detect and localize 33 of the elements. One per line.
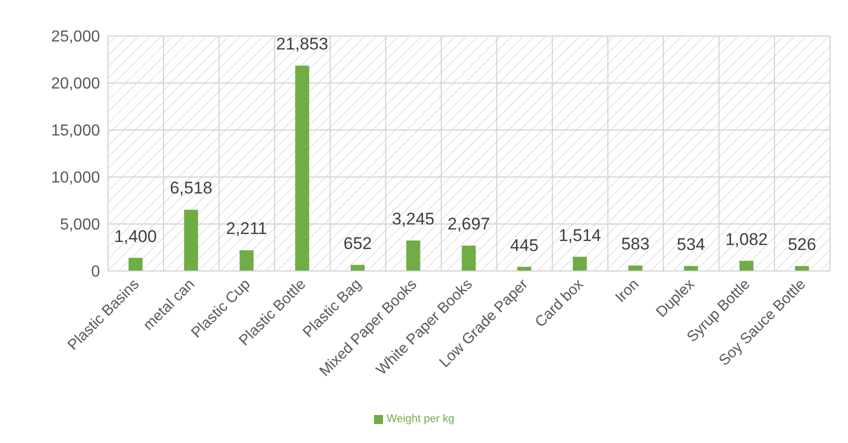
bar [184,210,198,271]
data-label: 2,697 [448,214,490,234]
data-label: 526 [788,235,816,254]
y-tick-label: 20,000 [51,76,100,93]
bar [628,266,642,271]
data-label: 583 [621,234,650,254]
bar [406,240,420,271]
bar [240,250,254,271]
data-label: 6,518 [170,178,212,198]
data-label: 21,853 [276,34,328,54]
data-label: 2,211 [226,219,268,238]
bar [684,266,698,271]
data-label: 1,400 [114,226,157,246]
data-label: 1,514 [558,226,602,245]
data-label: 3,245 [392,209,435,228]
y-tick-label: 10,000 [51,170,100,187]
data-label: 1,082 [725,230,768,249]
bar [795,266,810,271]
bar [739,260,754,271]
data-label: 652 [344,234,372,253]
bar [295,66,310,271]
bar [350,264,365,271]
legend-label: Weight per kg [386,413,454,425]
y-tick-label: 0 [91,264,100,281]
y-tick-label: 15,000 [51,122,100,140]
x-tick-label: Iron [612,276,642,306]
data-label: 445 [510,236,539,255]
data-label: 534 [676,234,706,254]
y-tick-label: 5,000 [60,216,100,234]
bar [462,246,476,271]
y-tick-label: 25,000 [51,28,100,46]
bar [572,256,587,271]
bar [128,258,143,271]
